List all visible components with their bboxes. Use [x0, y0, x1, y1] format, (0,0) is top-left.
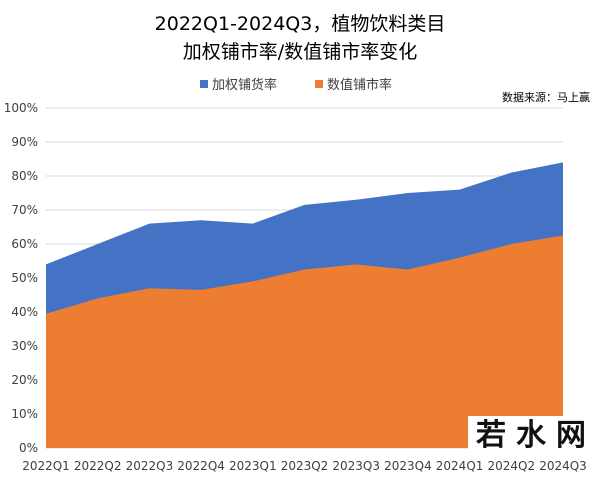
watermark: 若水网 — [468, 416, 600, 456]
x-tick-label: 2023Q2 — [281, 459, 329, 473]
x-tick-label: 2022Q1 — [22, 459, 70, 473]
legend-swatch — [200, 80, 208, 88]
y-tick-label: 50% — [11, 271, 38, 285]
x-tick-label: 2024Q1 — [436, 459, 484, 473]
legend: 加权铺货率 数值铺市率 — [200, 77, 392, 93]
y-tick-label: 40% — [11, 305, 38, 319]
y-tick-label: 70% — [11, 203, 38, 217]
x-tick-label: 2023Q4 — [384, 459, 432, 473]
y-tick-label: 90% — [11, 135, 38, 149]
y-tick-label: 80% — [11, 169, 38, 183]
y-tick-label: 0% — [19, 441, 38, 455]
x-tick-label: 2023Q3 — [332, 459, 380, 473]
legend-swatch — [315, 80, 323, 88]
x-tick-label: 2024Q2 — [487, 459, 535, 473]
legend-label: 数值铺市率 — [327, 77, 392, 93]
y-tick-label: 20% — [11, 373, 38, 387]
x-tick-label: 2022Q3 — [126, 459, 174, 473]
y-tick-label: 100% — [4, 101, 38, 115]
x-tick-label: 2023Q1 — [229, 459, 277, 473]
y-tick-label: 30% — [11, 339, 38, 353]
y-tick-label: 10% — [11, 407, 38, 421]
chart-title: 2022Q1-2024Q3，植物饮料类目 — [155, 13, 446, 35]
y-tick-label: 60% — [11, 237, 38, 251]
chart-subtitle: 加权铺市率/数值铺市率变化 — [183, 41, 417, 63]
legend-label: 加权铺货率 — [212, 77, 277, 93]
x-tick-label: 2024Q3 — [539, 459, 587, 473]
x-tick-label: 2022Q4 — [177, 459, 225, 473]
source-note: 数据来源：马上赢 — [502, 90, 590, 104]
area-numeric — [46, 235, 563, 448]
x-tick-label: 2022Q2 — [74, 459, 122, 473]
